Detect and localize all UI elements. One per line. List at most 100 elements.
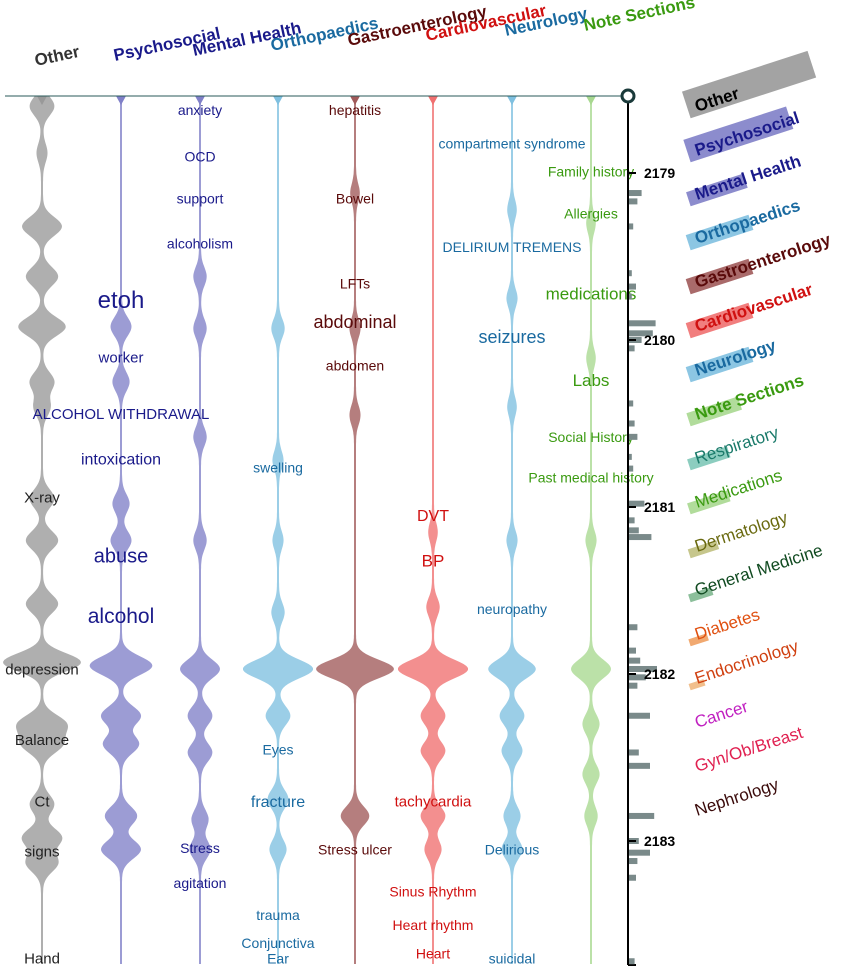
term-hand: Hand xyxy=(24,951,60,968)
stream-cardiovascular xyxy=(398,96,468,964)
histogram-bar-1 xyxy=(629,198,638,205)
histogram-bar-27 xyxy=(629,762,650,769)
legend-item-medications: Medications xyxy=(687,466,785,515)
histogram-bar-0 xyxy=(629,190,642,197)
histogram-bar-33 xyxy=(629,958,635,965)
term-ocd: OCD xyxy=(184,149,215,165)
histogram-bar-18 xyxy=(629,534,652,541)
term-lfts: LFTs xyxy=(340,276,370,292)
histogram-bar-16 xyxy=(629,517,635,524)
histogram-bar-32 xyxy=(629,874,636,881)
histogram-bar-6 xyxy=(629,320,656,327)
stream-marker-mental-health xyxy=(195,96,205,105)
histogram-bar-19 xyxy=(629,624,638,631)
histogram-bar-30 xyxy=(629,849,650,856)
term-swelling: swelling xyxy=(253,459,303,475)
term-alcohol: alcohol xyxy=(88,605,155,628)
term-delirious: Delirious xyxy=(485,842,539,858)
stream-marker-other xyxy=(37,96,47,105)
term-sinus-rhythm: Sinus Rhythm xyxy=(389,883,476,899)
term-alcohol-withdrawal: ALCOHOL WITHDRAWAL xyxy=(33,406,210,423)
term-social-history: Social History xyxy=(548,429,634,445)
histogram-bar-9 xyxy=(629,345,635,352)
term-fracture: fracture xyxy=(251,794,305,811)
term-labs: Labs xyxy=(573,371,610,390)
histogram-bar-7 xyxy=(629,330,653,337)
histogram-bar-21 xyxy=(629,657,641,664)
term-medications: medications xyxy=(546,284,637,303)
legend-swatch-endocrinology xyxy=(688,679,706,691)
term-past-medical-history: Past medical history xyxy=(528,469,653,485)
legend-swatch-psychosocial xyxy=(683,106,794,163)
legend-label-nephrology: Nephrology xyxy=(692,775,781,820)
legend-label-diabetes: Diabetes xyxy=(692,605,762,644)
term-bp: BP xyxy=(422,552,445,571)
term-dvt: DVT xyxy=(417,508,449,525)
histogram-bar-28 xyxy=(629,812,655,819)
term-depression: depression xyxy=(5,662,78,679)
term-signs: signs xyxy=(24,844,59,861)
histogram-bar-31 xyxy=(629,858,638,865)
legend-label-note-sections: Note Sections xyxy=(692,371,806,424)
histogram-bar-26 xyxy=(629,749,639,756)
legend-item-other: Other xyxy=(681,50,817,119)
term-seizures: seizures xyxy=(478,327,545,347)
legend-item-orthopaedics: Orthopaedics xyxy=(685,196,802,251)
stream-mental-health xyxy=(180,96,220,964)
term-neuropathy: neuropathy xyxy=(477,601,547,617)
term-etoh: etoh xyxy=(98,287,145,314)
legend-item-diabetes: Diabetes xyxy=(688,605,762,647)
term-tachycardia: tachycardia xyxy=(395,794,472,811)
stream-marker-gastroenterology xyxy=(350,96,360,105)
term-ct: Ct xyxy=(35,794,51,811)
legend-item-dermatology: Dermatology xyxy=(687,508,790,559)
histogram-bar-25 xyxy=(629,712,650,719)
term-support: support xyxy=(177,190,224,206)
histogram-bar-13 xyxy=(629,453,632,460)
stream-layer xyxy=(3,96,611,964)
histogram-bar-15 xyxy=(629,500,645,507)
legend-label-cardiovascular: Cardiovascular xyxy=(692,280,815,336)
legend-item-note-sections: Note Sections xyxy=(686,371,806,427)
legend-item-neurology: Neurology xyxy=(685,336,779,383)
legend-item-endocrinology: Endocrinology xyxy=(688,636,801,691)
tick-label-2179: 2179 xyxy=(644,165,675,181)
histogram-bar-4 xyxy=(629,283,636,290)
tick-label-2181: 2181 xyxy=(644,499,675,515)
legend-item-respiratory: Respiratory xyxy=(687,423,781,471)
legend-swatch-note-sections xyxy=(686,396,742,427)
legend-label-orthopaedics: Orthopaedics xyxy=(692,196,802,248)
histogram-bar-14 xyxy=(629,465,634,472)
legend-swatch-orthopaedics xyxy=(685,214,754,251)
stream-orthopaedics xyxy=(243,96,313,964)
legend-swatch-mental-health xyxy=(686,173,748,207)
term-abdomen: abdomen xyxy=(326,357,384,373)
legend-item-mental-health: Mental Health xyxy=(686,152,803,207)
legend-item-nephrology: Nephrology xyxy=(692,775,781,820)
stream-psychosocial xyxy=(89,96,153,964)
term-suicidal: suicidal xyxy=(489,950,536,966)
legend-item-cancer: Cancer xyxy=(692,697,750,732)
legend-label-mental-health: Mental Health xyxy=(692,152,803,204)
histogram-bar-12 xyxy=(629,433,638,440)
stream-other xyxy=(3,96,81,964)
time-cursor-handle xyxy=(620,88,636,104)
histogram-bar-10 xyxy=(629,400,634,407)
term-compartment-syndrome: compartment syndrome xyxy=(438,135,585,151)
term-eyes: Eyes xyxy=(262,742,293,758)
histogram-bar-24 xyxy=(629,682,638,689)
histogram-bar-3 xyxy=(629,270,632,277)
legend-swatch-general-medicine xyxy=(688,587,714,603)
legend-label-medications: Medications xyxy=(692,466,784,512)
tick-label-2182: 2182 xyxy=(644,666,675,682)
histogram-bar-22 xyxy=(629,665,657,672)
legend-swatch-diabetes xyxy=(688,633,709,647)
term-ear: Ear xyxy=(267,950,289,966)
term-trauma: trauma xyxy=(256,907,300,923)
legend-label-cancer: Cancer xyxy=(692,697,750,732)
legend-label-respiratory: Respiratory xyxy=(692,423,781,468)
stream-gastroenterology xyxy=(316,96,394,964)
stream-marker-note-sections xyxy=(586,96,596,105)
histogram-bar-20 xyxy=(629,647,636,654)
